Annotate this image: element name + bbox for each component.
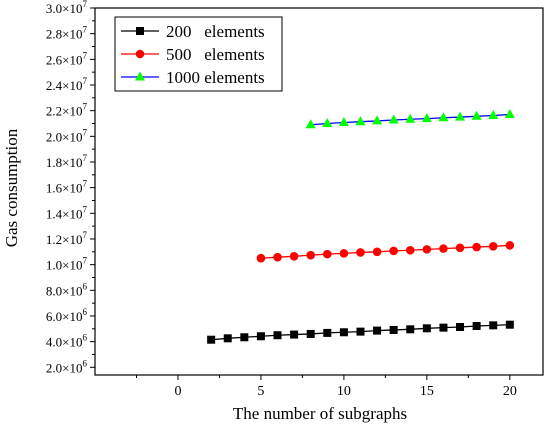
data-point [356, 248, 365, 257]
data-point [240, 333, 249, 342]
series-1 [207, 320, 514, 344]
data-point [256, 253, 266, 263]
data-point [505, 241, 515, 250]
y-tick-label: 6.0×106 [46, 307, 88, 324]
data-point [455, 243, 465, 253]
data-point [322, 249, 332, 259]
data-point [256, 332, 265, 341]
legend-label: 1000 elements [166, 68, 265, 87]
ticks-layer: 0 5 10 15 20 2.0×106 4.0×106 6.0×106 8.0×106 1.0×… [46, 0, 517, 399]
plot-frame [94, 7, 544, 376]
y-tick-label: 1.8×107 [46, 153, 88, 170]
data-point [305, 119, 316, 129]
data-point [356, 327, 365, 336]
legend-label: 200 elements [166, 22, 265, 41]
data-point [489, 321, 498, 330]
legend-item-1: 200 elements [121, 22, 265, 41]
legend-marker [135, 71, 145, 81]
series-2 [256, 241, 515, 263]
data-point [406, 325, 415, 334]
data-point [488, 110, 499, 120]
y-tick-label: 2.2×107 [46, 102, 88, 119]
axes-layer [94, 7, 544, 376]
legend-item-3: 1000 elements [121, 68, 265, 87]
data-point [504, 109, 515, 119]
data-point [273, 331, 282, 340]
legend: 200 elements 500 elements 1000 elements [114, 16, 283, 92]
data-point [405, 245, 415, 255]
data-point [389, 246, 398, 256]
x-tick-label: 15 [420, 384, 434, 399]
x-tick-label: 5 [257, 384, 264, 399]
x-tick-label: 10 [337, 384, 351, 399]
x-tick-label: 0 [174, 384, 181, 399]
y-tick-label: 2.6×107 [46, 50, 88, 67]
data-point [322, 117, 333, 127]
data-point [339, 328, 348, 337]
y-tick-label: 1.2×107 [46, 230, 88, 247]
data-point [373, 326, 382, 335]
data-point [405, 113, 416, 123]
data-point [389, 325, 398, 334]
data-point [323, 328, 332, 337]
series-layer [207, 109, 515, 344]
data-point [306, 250, 316, 260]
y-axis-label: Gas consumption [2, 128, 21, 247]
data-point [338, 116, 349, 126]
data-point [223, 334, 232, 343]
series-3 [305, 109, 515, 129]
data-point [339, 249, 349, 258]
data-point [273, 252, 282, 262]
data-point [289, 252, 299, 261]
data-point [456, 323, 465, 332]
data-point [505, 320, 514, 329]
data-point [439, 244, 448, 253]
y-tick-label: 4.0×106 [46, 333, 88, 350]
y-tick-label: 2.8×107 [46, 25, 88, 42]
y-tick-label: 2.0×106 [46, 358, 88, 375]
y-tick-label: 1.6×107 [46, 179, 88, 196]
data-point [290, 330, 299, 339]
data-point [422, 324, 431, 333]
series-line [260, 244, 510, 259]
y-tick-label: 1.4×107 [46, 204, 88, 221]
y-tick-label: 3.0×107 [46, 0, 88, 16]
data-point [488, 241, 498, 251]
data-point [388, 114, 399, 124]
data-point [306, 329, 315, 338]
y-tick-label: 8.0×106 [46, 281, 88, 298]
x-axis-label: The number of subgraphs [233, 404, 407, 423]
data-point [422, 245, 432, 254]
data-point [439, 323, 448, 332]
x-tick-label: 20 [503, 384, 517, 399]
data-point [438, 112, 449, 122]
data-point [472, 242, 481, 252]
y-tick-label: 1.0×107 [46, 256, 88, 273]
legend-marker [135, 49, 145, 59]
data-point [207, 335, 216, 344]
y-tick-label: 2.4×107 [46, 76, 88, 93]
data-point [372, 115, 383, 125]
data-point [471, 110, 482, 120]
data-point [455, 111, 466, 121]
y-tick-label: 2.0×107 [46, 127, 88, 144]
data-point [472, 321, 481, 330]
data-point [372, 247, 382, 257]
legend-item-2: 500 elements [121, 45, 265, 64]
legend-marker [136, 27, 144, 35]
legend-label: 500 elements [166, 45, 265, 64]
data-point [355, 116, 366, 126]
data-point [421, 113, 432, 123]
